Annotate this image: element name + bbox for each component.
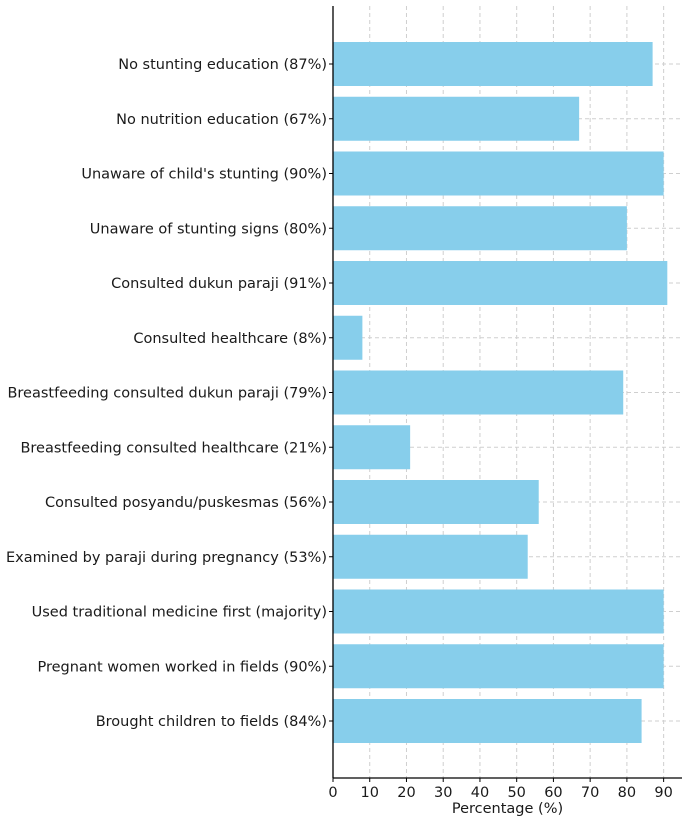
category-label: Consulted dukun paraji (91%): [111, 276, 327, 292]
category-label: No stunting education (87%): [118, 57, 327, 73]
x-tick-label: 40: [471, 785, 489, 801]
bar: [333, 589, 664, 634]
bar: [333, 42, 653, 86]
category-label: Breastfeeding consulted healthcare (21%): [20, 440, 327, 456]
category-label: Used traditional medicine first (majorit…: [32, 605, 327, 621]
x-tick-label: 10: [361, 785, 379, 801]
bar: [333, 151, 664, 196]
x-tick-label: 80: [618, 785, 636, 801]
x-tick-label: 0: [328, 785, 337, 801]
bar: [333, 370, 624, 415]
axis-layer: [329, 6, 682, 782]
category-label: Pregnant women worked in fields (90%): [37, 659, 327, 675]
bar: [333, 480, 539, 524]
category-label: Unaware of child's stunting (90%): [81, 167, 327, 183]
x-tick-label: 50: [507, 785, 525, 801]
category-label: Consulted healthcare (8%): [133, 331, 327, 347]
category-label: Consulted posyandu/puskesmas (56%): [45, 495, 327, 511]
category-label: Breastfeeding consulted dukun paraji (79…: [7, 386, 327, 402]
x-tick-label: 60: [544, 785, 562, 801]
category-label: Unaware of stunting signs (80%): [90, 221, 327, 237]
category-label: Brought children to fields (84%): [96, 714, 327, 730]
x-tick-label: 20: [397, 785, 415, 801]
bar: [333, 644, 664, 689]
bar: [333, 425, 411, 470]
bar: [333, 261, 668, 305]
x-tick-label: 90: [654, 785, 672, 801]
x-tick-label: 30: [434, 785, 452, 801]
bar: [333, 96, 580, 141]
x-tick-label: 70: [581, 785, 599, 801]
bar: [333, 699, 642, 743]
category-label: No nutrition education (67%): [116, 112, 327, 128]
category-label: Examined by paraji during pregnancy (53%…: [6, 550, 327, 566]
bar: [333, 534, 528, 579]
bar: [333, 315, 363, 360]
label-layer: No stunting education (87%) No nutrition …: [6, 57, 673, 801]
x-axis-title: Percentage (%): [452, 801, 563, 817]
bar-layer: [333, 42, 668, 743]
bar: [333, 206, 627, 251]
